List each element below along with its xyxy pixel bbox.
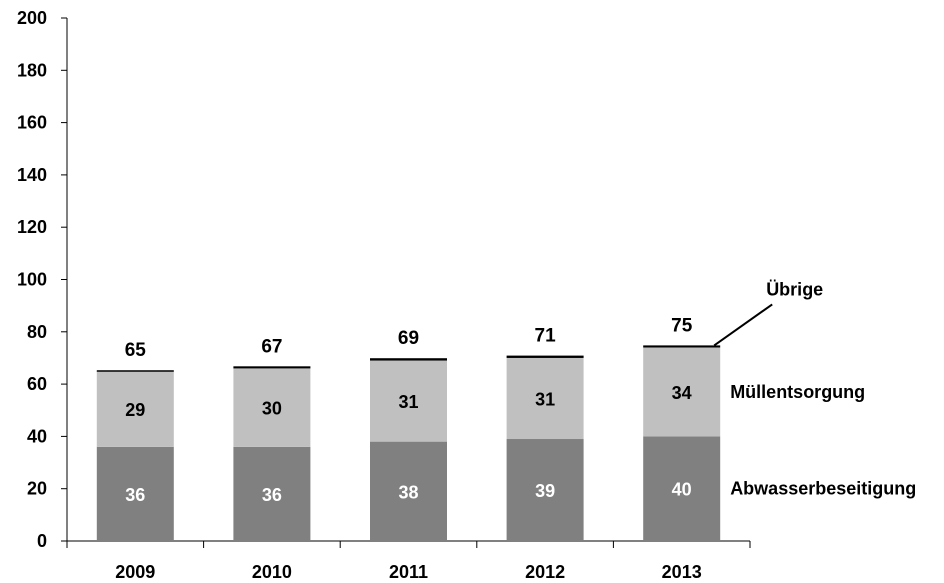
data-label: 36 — [125, 485, 145, 505]
y-tick-label: 180 — [17, 60, 47, 80]
bar-segment — [233, 446, 311, 541]
y-axis: 0 20 40 60 80 100 120 140 160 180 200 — [17, 8, 68, 551]
bar-segment — [96, 371, 174, 447]
bar-segment — [643, 347, 721, 437]
x-tick-label: 2011 — [389, 562, 428, 582]
bar-segment — [370, 360, 447, 442]
bar-segment — [233, 368, 311, 447]
bar-segment — [96, 446, 174, 541]
series-label: Abwasserbeseitigung — [730, 479, 916, 499]
y-tick-label: 40 — [27, 426, 47, 446]
bar-segment — [506, 439, 584, 541]
data-label: 30 — [262, 399, 282, 419]
total-label: 65 — [125, 340, 147, 361]
x-tick-label: 2010 — [252, 562, 292, 582]
series-label: Müllentsorgung — [730, 382, 865, 402]
data-label: 34 — [672, 383, 692, 403]
x-tick-label: 2012 — [525, 562, 565, 582]
bar-segment — [506, 355, 584, 358]
y-tick-label: 160 — [17, 113, 47, 133]
bar-segment — [233, 366, 311, 369]
y-tick-label: 0 — [37, 531, 47, 551]
series-labels: Abwasserbeseitigung Müllentsorgung Übrige — [713, 279, 916, 499]
data-label: 38 — [398, 482, 418, 502]
total-label: 71 — [535, 326, 557, 347]
y-tick-label: 60 — [27, 374, 47, 394]
bars: 36 29 65 36 30 67 38 31 69 39 31 71 40 34 75 — [96, 315, 721, 541]
y-tick-label: 100 — [17, 270, 47, 290]
data-label: 31 — [535, 389, 555, 409]
x-axis: 2009 2010 2011 2012 2013 — [66, 540, 751, 582]
bar-segment — [96, 370, 174, 372]
data-label: 36 — [262, 485, 282, 505]
data-label: 40 — [672, 480, 692, 500]
y-tick-label: 120 — [17, 217, 47, 237]
bar-segment — [370, 358, 447, 361]
x-tick-label: 2013 — [662, 562, 702, 582]
total-label: 69 — [398, 328, 419, 349]
y-tick-label: 200 — [17, 8, 47, 28]
data-label: 29 — [125, 400, 145, 420]
x-tick-label: 2009 — [115, 562, 155, 582]
leader-line — [713, 303, 773, 347]
y-tick-label: 80 — [27, 322, 47, 342]
total-label: 75 — [671, 315, 693, 336]
total-label: 67 — [261, 336, 282, 357]
y-tick-label: 20 — [27, 479, 47, 499]
bar-segment — [643, 436, 721, 541]
bar-segment — [506, 357, 584, 440]
data-label: 39 — [535, 481, 555, 501]
y-tick-label: 140 — [17, 165, 47, 185]
data-label: 31 — [398, 392, 418, 412]
bar-segment — [370, 441, 447, 541]
bar-segment — [643, 345, 721, 348]
series-label: Übrige — [766, 279, 823, 299]
